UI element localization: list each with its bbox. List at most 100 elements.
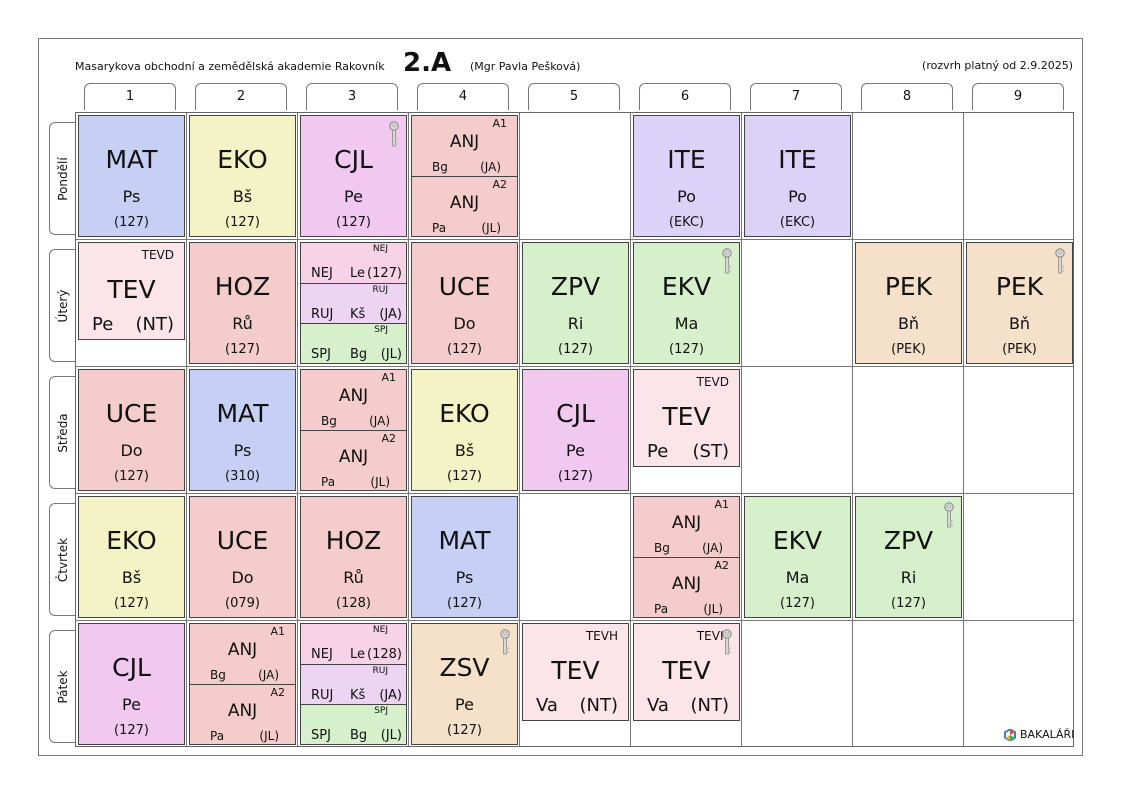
lesson-card[interactable]: ITE Po (EKC) xyxy=(744,115,851,237)
group-room: (JL) xyxy=(481,221,501,235)
lesson-card[interactable]: HOZ Rů (128) xyxy=(300,496,407,618)
key-icon xyxy=(388,121,400,148)
group-lesson[interactable]: A2 ANJ Pa (JL) xyxy=(634,557,739,617)
lesson-teacher: Pe xyxy=(647,441,669,462)
group-lesson[interactable]: NEJ NEJ Le (127) xyxy=(301,243,406,283)
lesson-card[interactable]: PEK Bň (PEK) xyxy=(855,242,962,364)
lesson-card-split[interactable]: A1 ANJ Bg (JA) A2 ANJ Pa (JL) xyxy=(633,496,740,618)
lesson-card-split[interactable]: A1 ANJ Bg (JA) A2 ANJ Pa (JL) xyxy=(189,623,296,745)
lesson-teacher: Va xyxy=(647,695,669,716)
group-teacher: Bg xyxy=(321,414,337,428)
lesson-room: (127) xyxy=(336,215,371,230)
lesson-subject: EKO xyxy=(439,399,490,428)
lesson-group: TEVH xyxy=(696,629,729,643)
lesson-card[interactable]: HOZ Rů (127) xyxy=(189,242,296,364)
lesson-room: (127) xyxy=(558,469,593,484)
lesson-card[interactable]: ITE Po (EKC) xyxy=(633,115,740,237)
lesson-card[interactable]: EKV Ma (127) xyxy=(744,496,851,618)
lesson-card-triple[interactable]: NEJ NEJ Le (127) RUJ RUJ Kš (JA) SPJ SPJ Bg (JL) xyxy=(300,242,407,364)
day-header: Úterý xyxy=(49,249,75,362)
lesson-subject: ZPV xyxy=(883,526,934,555)
lesson-subject: UCE xyxy=(438,272,491,301)
lesson-card-triple[interactable]: NEJ NEJ Le (128) RUJ RUJ Kš (JA) SPJ SPJ Bg (JL) xyxy=(300,623,407,745)
lesson-card[interactable]: UCE Do (079) xyxy=(189,496,296,618)
lesson-card[interactable]: CJL Pe (127) xyxy=(78,623,185,745)
day-label: Pátek xyxy=(55,669,70,704)
lesson-room: (NT) xyxy=(690,695,729,716)
lesson-card-tev[interactable]: TEVD TEV Pe (NT) xyxy=(78,242,185,340)
group-room: (JA) xyxy=(369,414,390,428)
lesson-card[interactable]: EKV Ma (127) xyxy=(633,242,740,364)
group-lesson[interactable]: A2 ANJ Pa (JL) xyxy=(301,430,406,490)
lesson-card[interactable]: MAT Ps (127) xyxy=(78,115,185,237)
period-header-8: 8 xyxy=(861,83,953,110)
group-teacher: Bg xyxy=(350,728,368,743)
group-lesson[interactable]: A2 ANJ Pa (JL) xyxy=(412,176,517,236)
hexagon-logo-icon xyxy=(1004,728,1016,741)
group-lesson[interactable]: RUJ RUJ Kš (JA) xyxy=(301,283,406,324)
lesson-teacher: Do xyxy=(453,314,476,333)
lesson-card[interactable]: MAT Ps (310) xyxy=(189,369,296,491)
class-name: 2.A xyxy=(403,48,452,78)
lesson-card[interactable]: ZPV Ri (127) xyxy=(522,242,629,364)
group-name: A1 xyxy=(270,625,285,638)
group-lesson[interactable]: SPJ SPJ Bg (JL) xyxy=(301,704,406,744)
key-icon xyxy=(721,629,733,656)
lesson-subject: MAT xyxy=(105,145,158,174)
group-lesson[interactable]: NEJ NEJ Le (128) xyxy=(301,624,406,664)
group-name: A1 xyxy=(714,498,729,511)
lesson-room: (127) xyxy=(225,215,260,230)
lesson-teacher: Rů xyxy=(232,314,253,333)
group-lesson[interactable]: RUJ RUJ Kš (JA) xyxy=(301,664,406,705)
group-lesson[interactable]: SPJ SPJ Bg (JL) xyxy=(301,323,406,363)
lesson-card[interactable]: MAT Ps (127) xyxy=(411,496,518,618)
lesson-room: (128) xyxy=(336,596,371,611)
lesson-card-tev[interactable]: TEVH TEV Va (NT) xyxy=(633,623,740,721)
group-lesson[interactable]: A1 ANJ Bg (JA) xyxy=(634,497,739,557)
group-lesson[interactable]: A2 ANJ Pa (JL) xyxy=(190,684,295,744)
group-teacher: Pa xyxy=(432,221,447,235)
group-lesson[interactable]: A1 ANJ Bg (JA) xyxy=(412,116,517,176)
grid-column-divider xyxy=(963,113,964,746)
lesson-room: (127) xyxy=(114,215,149,230)
lesson-card[interactable]: ZSV Pe (127) xyxy=(411,623,518,745)
lesson-room: (PEK) xyxy=(1002,342,1037,357)
group-name: RUJ xyxy=(372,285,389,295)
lesson-card[interactable]: PEK Bň (PEK) xyxy=(966,242,1073,364)
lesson-card[interactable]: CJL Pe (127) xyxy=(300,115,407,237)
period-header-2: 2 xyxy=(195,83,287,110)
lesson-room: (EKC) xyxy=(779,215,816,230)
lesson-card[interactable]: EKO Bš (127) xyxy=(189,115,296,237)
group-room: (JL) xyxy=(259,729,279,743)
lesson-card[interactable]: UCE Do (127) xyxy=(411,242,518,364)
lesson-subject: PEK xyxy=(884,272,933,301)
day-header: Středa xyxy=(49,376,75,489)
lesson-room: (EKC) xyxy=(668,215,705,230)
lesson-card-tev[interactable]: TEVD TEV Pe (ST) xyxy=(633,369,740,467)
lesson-room: (127) xyxy=(447,596,482,611)
lesson-card-split[interactable]: A1 ANJ Bg (JA) A2 ANJ Pa (JL) xyxy=(411,115,518,237)
lesson-teacher: Rů xyxy=(343,568,364,587)
period-header-6: 6 xyxy=(639,83,731,110)
lesson-card[interactable]: CJL Pe (127) xyxy=(522,369,629,491)
day-label: Úterý xyxy=(55,289,70,322)
group-teacher: Pa xyxy=(321,475,336,489)
lesson-card-tev[interactable]: TEVH TEV Va (NT) xyxy=(522,623,629,721)
lesson-card[interactable]: UCE Do (127) xyxy=(78,369,185,491)
group-room: (128) xyxy=(367,647,402,662)
lesson-card[interactable]: EKO Bš (127) xyxy=(411,369,518,491)
lesson-subject: CJL xyxy=(112,653,151,682)
group-room: (JL) xyxy=(703,602,723,616)
lesson-card[interactable]: ZPV Ri (127) xyxy=(855,496,962,618)
group-lesson[interactable]: A1 ANJ Bg (JA) xyxy=(190,624,295,684)
lesson-subject: ITE xyxy=(667,145,706,174)
group-room: (JL) xyxy=(380,728,402,743)
lesson-card[interactable]: EKO Bš (127) xyxy=(78,496,185,618)
lesson-teacher: Ma xyxy=(785,568,810,587)
lesson-teacher: Pe xyxy=(566,441,585,460)
lesson-subject: CJL xyxy=(556,399,595,428)
lesson-subject: TEV xyxy=(107,275,156,304)
bakalari-logo: BAKALÁŘI xyxy=(1004,728,1074,741)
group-lesson[interactable]: A1 ANJ Bg (JA) xyxy=(301,370,406,430)
lesson-card-split[interactable]: A1 ANJ Bg (JA) A2 ANJ Pa (JL) xyxy=(300,369,407,491)
